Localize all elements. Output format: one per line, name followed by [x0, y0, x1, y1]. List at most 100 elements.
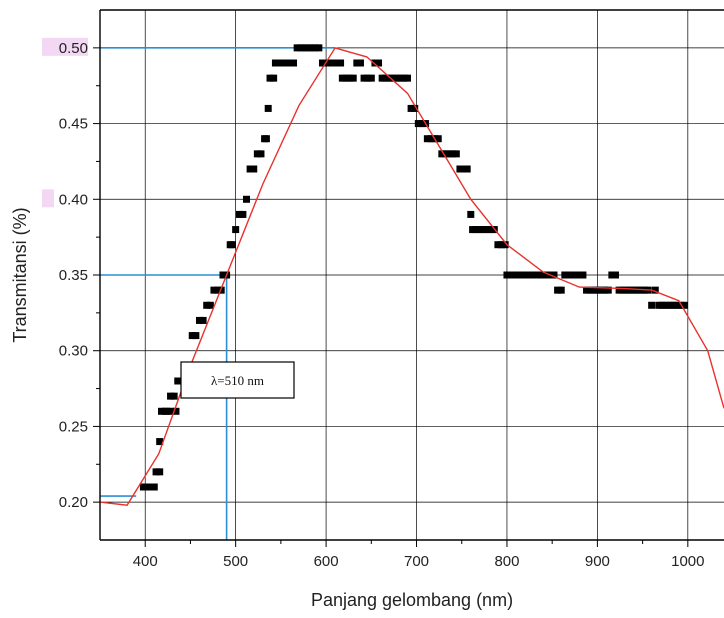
data-point: [199, 316, 207, 324]
y-tick-label: 0.45: [59, 116, 88, 133]
data-point: [673, 301, 681, 309]
data-point: [662, 301, 670, 309]
data-point: [630, 286, 638, 294]
data-point: [590, 286, 598, 294]
y-tick-label: 0.30: [59, 343, 88, 360]
y-tick-label: 0.40: [59, 191, 88, 208]
data-point: [300, 44, 308, 52]
data-point: [170, 392, 178, 400]
data-point: [195, 316, 203, 324]
data-point: [293, 44, 301, 52]
data-point: [206, 301, 214, 309]
measured-points: [139, 44, 688, 491]
data-point: [593, 286, 601, 294]
y-tick-label: 0.50: [59, 40, 88, 57]
data-point: [228, 241, 236, 249]
data-point: [479, 226, 487, 234]
data-point: [385, 74, 393, 82]
data-point: [279, 59, 287, 67]
highlight-label-bg: [42, 37, 88, 56]
data-point: [364, 74, 372, 82]
data-point: [163, 407, 171, 415]
data-point: [494, 241, 502, 249]
data-point: [304, 44, 312, 52]
data-point: [608, 271, 616, 279]
data-point: [487, 226, 495, 234]
data-point: [434, 135, 442, 143]
data-point: [342, 74, 350, 82]
data-point: [318, 59, 326, 67]
data-point: [414, 120, 422, 128]
data-point: [655, 301, 663, 309]
data-point: [147, 483, 155, 491]
data-point: [579, 271, 587, 279]
data-point: [568, 271, 576, 279]
data-point: [619, 286, 627, 294]
data-point: [659, 301, 667, 309]
data-point: [167, 407, 175, 415]
data-point: [550, 271, 558, 279]
data-point: [349, 74, 357, 82]
data-point: [337, 59, 345, 67]
data-point: [246, 165, 254, 173]
data-point: [503, 271, 511, 279]
data-point: [367, 74, 375, 82]
data-point: [510, 271, 518, 279]
data-point: [174, 377, 182, 385]
data-point: [210, 286, 218, 294]
data-point: [597, 286, 605, 294]
data-point: [586, 286, 594, 294]
data-point: [375, 59, 383, 67]
data-point: [167, 392, 175, 400]
data-point: [156, 468, 164, 476]
data-point: [239, 210, 247, 218]
data-point: [396, 74, 404, 82]
data-point: [575, 271, 583, 279]
data-point: [333, 59, 341, 67]
data-point: [483, 226, 491, 234]
data-point: [441, 150, 449, 158]
data-point: [476, 226, 484, 234]
x-axis-title: Panjang gelombang (nm): [311, 590, 513, 610]
data-point: [235, 210, 243, 218]
data-point: [353, 59, 361, 67]
data-point: [463, 165, 471, 173]
data-point: [139, 483, 147, 491]
x-tick-label: 800: [494, 553, 519, 570]
data-point: [472, 226, 480, 234]
data-point: [572, 271, 580, 279]
data-point: [308, 44, 316, 52]
data-point: [438, 150, 446, 158]
annotation-label: λ=510 nm: [211, 373, 264, 388]
data-point: [150, 483, 158, 491]
data-point: [554, 286, 562, 294]
data-point: [669, 301, 677, 309]
data-point: [525, 271, 533, 279]
data-point: [449, 150, 457, 158]
data-point: [382, 74, 390, 82]
y-axis-title: Transmitansi (%): [10, 207, 30, 342]
data-point: [266, 74, 274, 82]
data-point: [275, 59, 283, 67]
annotation-box: [180, 361, 295, 399]
data-point: [423, 135, 431, 143]
data-point: [356, 59, 364, 67]
data-point: [286, 59, 294, 67]
x-tick-label: 700: [404, 553, 429, 570]
data-point: [219, 271, 227, 279]
data-point: [452, 150, 460, 158]
annotations: λ=510 nm: [180, 361, 295, 399]
data-point: [561, 271, 569, 279]
data-point: [203, 301, 211, 309]
data-point: [315, 44, 323, 52]
fit-curve-group: [99, 47, 724, 506]
y-tick-label: 0.20: [59, 494, 88, 511]
data-point: [564, 271, 572, 279]
data-point: [270, 74, 278, 82]
data-point: [460, 165, 468, 173]
data-point: [250, 165, 258, 173]
data-point: [188, 332, 196, 340]
data-point: [456, 165, 464, 173]
axes: 400 500 600 700 800 900 1000 0.20 0.25 0.30 0.35 0.…: [10, 9, 724, 610]
